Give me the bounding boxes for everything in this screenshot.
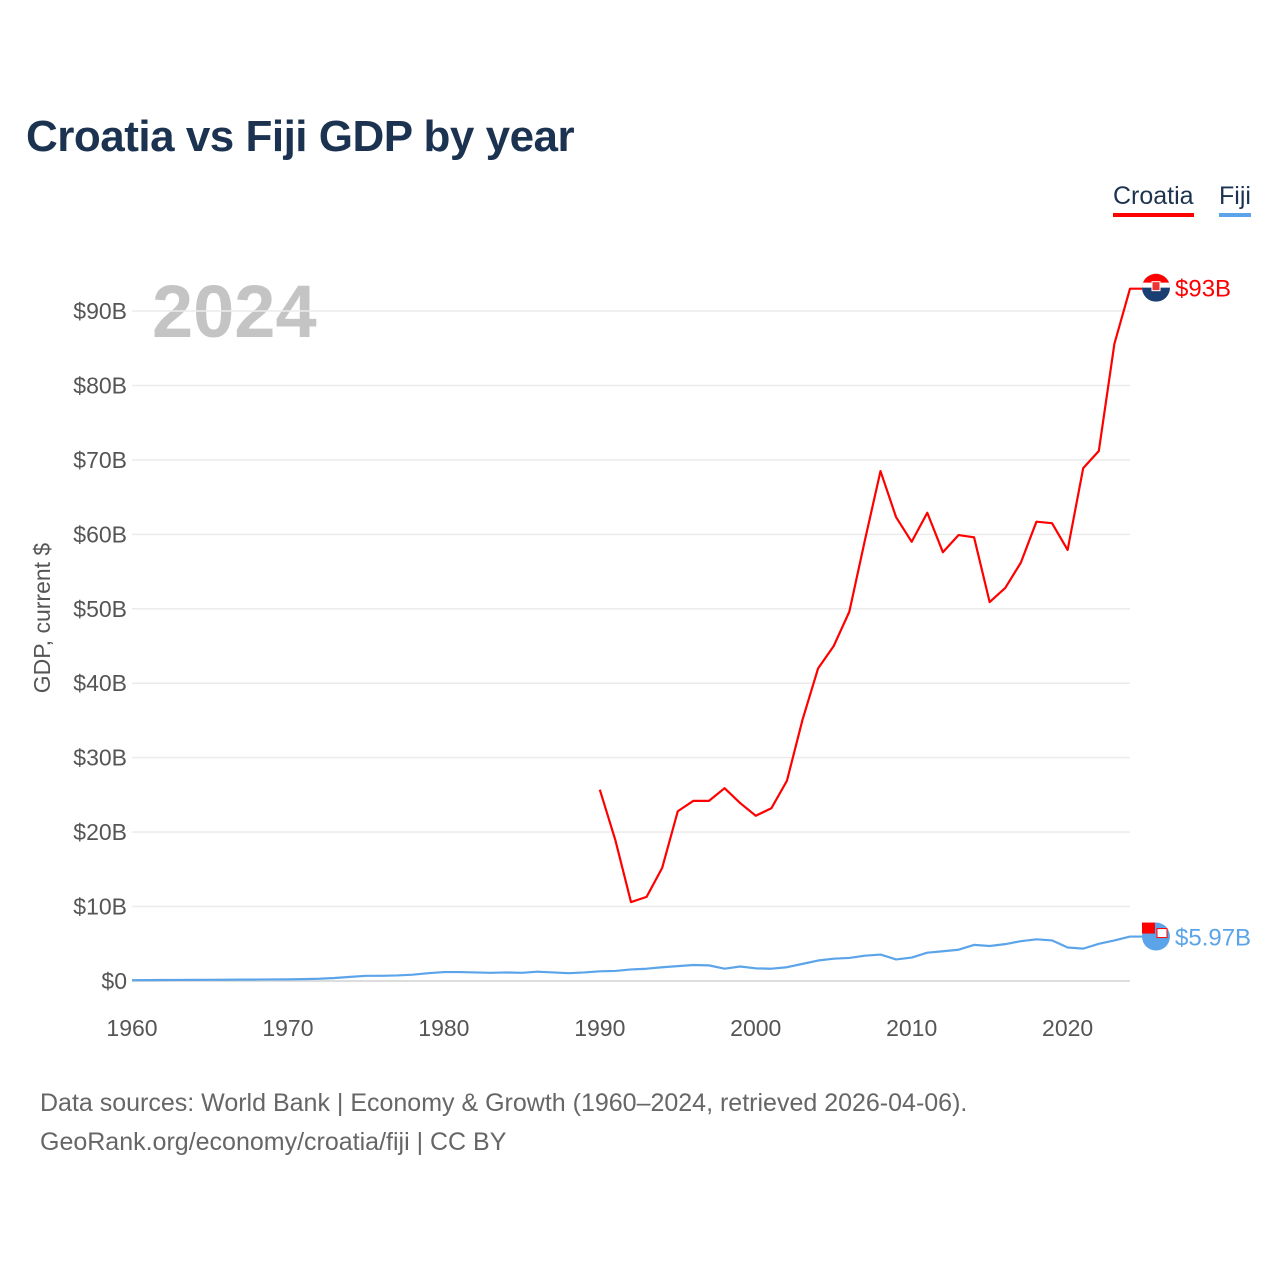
flag-shield — [1156, 928, 1168, 939]
y-tick-label: $80B — [73, 372, 127, 398]
legend-item-croatia[interactable]: Croatia — [1113, 182, 1194, 217]
flag-shield — [1151, 281, 1161, 292]
source-line-1: Data sources: World Bank | Economy & Gro… — [40, 1089, 968, 1117]
y-tick-label: $60B — [73, 521, 127, 547]
x-tick-label: 2020 — [1042, 1015, 1093, 1041]
source-line-2[interactable]: GeoRank.org/economy/croatia/fiji | CC BY — [40, 1128, 507, 1156]
y-tick-label: $0 — [101, 968, 127, 994]
x-tick-label: 1980 — [418, 1015, 469, 1041]
x-tick-label: 1960 — [106, 1015, 157, 1041]
end-value-label-fiji: $5.97B — [1175, 925, 1251, 952]
x-tick-label: 2010 — [886, 1015, 937, 1041]
x-tick-label: 1970 — [262, 1015, 313, 1041]
flag-stripe — [1143, 273, 1169, 283]
y-axis-label: GDP, current $ — [29, 543, 55, 694]
y-tick-label: $50B — [73, 596, 127, 622]
series-line-fiji — [131, 935, 1142, 982]
flag-union-jack — [1142, 922, 1155, 934]
chart-title: Croatia vs Fiji GDP by year — [26, 112, 575, 161]
y-tick-label: $40B — [73, 670, 127, 696]
legend-item-fiji[interactable]: Fiji — [1219, 182, 1251, 217]
x-tick-label: 1990 — [574, 1015, 625, 1041]
x-tick-label: 2000 — [730, 1015, 781, 1041]
y-tick-label: $20B — [73, 819, 127, 845]
y-tick-label: $10B — [73, 894, 127, 920]
series-line-croatia — [598, 287, 1142, 904]
end-value-label-croatia: $93B — [1175, 276, 1231, 303]
y-tick-label: $70B — [73, 447, 127, 473]
y-tick-label: $90B — [73, 298, 127, 324]
source-note: Data sources: World Bank | Economy & Gro… — [40, 1084, 967, 1162]
y-tick-label: $30B — [73, 745, 127, 771]
